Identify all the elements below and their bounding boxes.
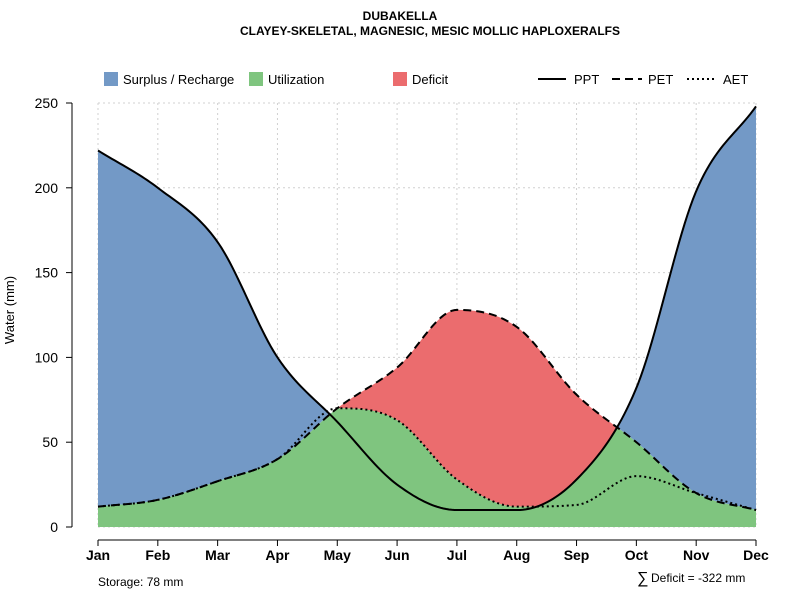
legend-label-pet: PET bbox=[648, 72, 673, 87]
y-tick-label-4: 200 bbox=[35, 180, 59, 196]
x-tick-label-4: May bbox=[324, 547, 351, 563]
legend-swatch-deficit bbox=[393, 72, 407, 86]
legend-label-ppt: PPT bbox=[574, 72, 599, 87]
legend-swatch-utilization bbox=[249, 72, 263, 86]
x-tick-label-9: Oct bbox=[625, 547, 649, 563]
x-tick-label-2: Mar bbox=[205, 547, 230, 563]
y-tick-label-0: 0 bbox=[50, 519, 58, 535]
storage-note: Storage: 78 mm bbox=[98, 575, 183, 589]
legend-label-deficit: Deficit bbox=[412, 72, 449, 87]
legend-label-surplus: Surplus / Recharge bbox=[123, 72, 234, 87]
legend-swatch-surplus bbox=[104, 72, 118, 86]
series-line-aet bbox=[97, 407, 757, 512]
legend-label-utilization: Utilization bbox=[268, 72, 324, 87]
chart-subtitle: CLAYEY-SKELETAL, MAGNESIC, MESIC MOLLIC … bbox=[240, 24, 620, 38]
x-tick-label-10: Nov bbox=[683, 547, 710, 563]
series-line-pet bbox=[97, 308, 757, 512]
y-tick-label-3: 150 bbox=[35, 265, 59, 281]
x-tick-label-11: Dec bbox=[743, 547, 769, 563]
deficit-note: Deficit = -322 mm bbox=[651, 571, 745, 585]
y-tick-label-1: 50 bbox=[42, 434, 58, 450]
x-tick-label-3: Apr bbox=[265, 547, 290, 563]
x-tick-label-6: Jul bbox=[447, 547, 467, 563]
sum-icon: ∑ bbox=[637, 570, 648, 587]
y-tick-label-5: 250 bbox=[35, 95, 59, 111]
plot-area: 0 50 100 150 200 250 Jan Feb Mar Apr May Jun Jul Aug S… bbox=[35, 95, 769, 563]
area-deficit bbox=[98, 106, 756, 507]
y-tick-label-2: 100 bbox=[35, 349, 59, 365]
chart-title: DUBAKELLA bbox=[363, 9, 438, 23]
x-tick-label-8: Sep bbox=[564, 547, 590, 563]
x-tick-label-5: Jun bbox=[385, 547, 410, 563]
legend-label-aet: AET bbox=[723, 72, 748, 87]
x-tick-label-0: Jan bbox=[86, 547, 110, 563]
area-surplus-recharge bbox=[98, 106, 756, 511]
legend: Surplus / Recharge Utilization Deficit P… bbox=[104, 72, 748, 87]
series-line-ppt bbox=[97, 105, 757, 512]
y-axis-label: Water (mm) bbox=[2, 276, 17, 344]
x-tick-label-1: Feb bbox=[145, 547, 170, 563]
x-tick-label-7: Aug bbox=[503, 547, 530, 563]
area-utilization bbox=[98, 408, 756, 527]
